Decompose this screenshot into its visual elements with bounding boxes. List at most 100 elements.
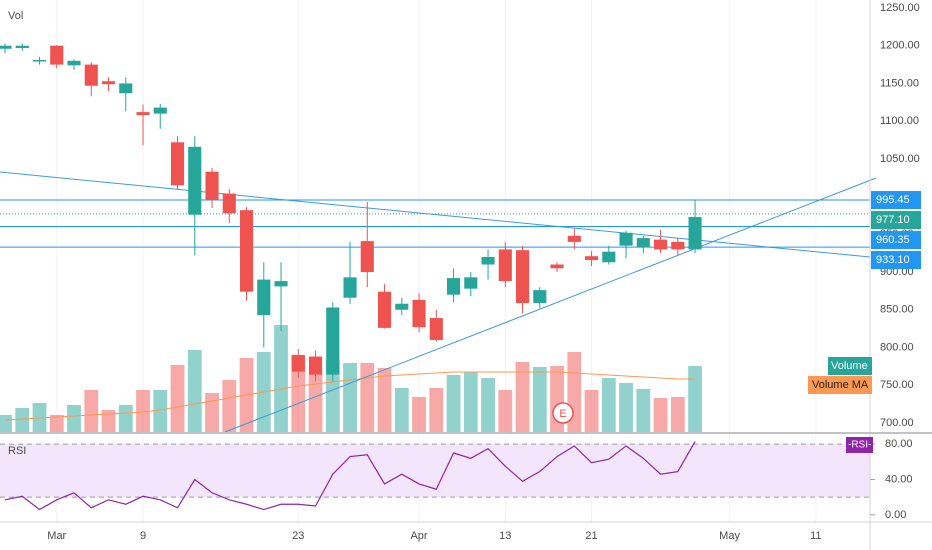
candle-body <box>498 249 512 282</box>
level-label-box <box>871 191 921 210</box>
candle-body <box>257 279 271 316</box>
candle-body <box>101 81 116 85</box>
rsi-tick-label: 40.00 <box>885 473 913 485</box>
volume-bar <box>15 408 30 432</box>
volume-bar <box>222 380 237 432</box>
x-tick-label: 9 <box>140 530 146 542</box>
candle-body <box>429 318 443 340</box>
volume-bar <box>412 397 426 432</box>
candle-body <box>326 307 340 375</box>
trend-line <box>224 177 877 433</box>
volume-bar <box>205 393 219 432</box>
rsi-tick-label: 0.00 <box>885 509 906 521</box>
volume-bar <box>601 378 616 432</box>
candle-body <box>205 171 219 200</box>
candle-body <box>446 278 461 295</box>
volume-bar <box>670 397 685 432</box>
candle-body <box>153 107 167 114</box>
volume-bar <box>481 378 495 432</box>
x-tick-label: 23 <box>292 530 304 542</box>
volume-bar <box>308 372 323 432</box>
volume-bar <box>325 360 340 432</box>
candle-body <box>377 291 392 328</box>
candle-body <box>412 299 426 328</box>
volume-bar <box>136 390 150 432</box>
candle-body <box>464 277 478 289</box>
trend-line <box>0 171 871 258</box>
trend-lines <box>0 171 877 433</box>
volume-bar <box>187 350 202 432</box>
x-tick-label: May <box>719 530 740 542</box>
volume-bar <box>688 366 702 432</box>
pane-label: Vol <box>8 10 23 22</box>
volume-bar <box>67 405 81 432</box>
volume-bar <box>101 410 116 432</box>
candle-body <box>533 290 547 303</box>
x-tick-label: Apr <box>410 530 427 542</box>
earnings-label: E <box>559 408 566 420</box>
candle-body <box>136 112 150 116</box>
volume-bar <box>636 389 651 432</box>
volume-bar <box>532 367 547 432</box>
candle-body <box>0 45 12 49</box>
candle-body <box>688 216 702 250</box>
volume-bar <box>153 390 168 432</box>
level-label-box <box>871 231 921 250</box>
rsi-pane <box>0 441 875 516</box>
candle-body <box>395 303 409 310</box>
earnings-marker <box>552 402 574 424</box>
candle-body <box>308 356 323 375</box>
volume-bar <box>463 372 478 432</box>
y-tick-label: 700.00 <box>880 417 914 429</box>
candle-body <box>585 256 599 260</box>
y-tick-label: 1150.00 <box>880 77 919 89</box>
y-tick-label: 1100.00 <box>880 115 919 127</box>
y-tick-label: 750.00 <box>880 379 914 391</box>
volume-bar <box>170 365 185 432</box>
volume-bar <box>0 415 12 432</box>
levels <box>0 199 870 248</box>
candle-body <box>567 235 581 242</box>
labels: 1250.001200.001150.001100.001050.001000.… <box>47 2 921 542</box>
candle-body <box>636 238 650 248</box>
level-label-box <box>871 211 921 230</box>
candle-body <box>360 241 374 273</box>
level-label: 995.45 <box>876 194 910 206</box>
volume-bar <box>653 398 668 432</box>
volume-bar <box>429 388 444 432</box>
candles <box>0 43 702 382</box>
rsi-line <box>4 441 696 511</box>
y-tick-label: 1200.00 <box>880 40 920 52</box>
volume-bar <box>291 355 306 432</box>
rsi-label: RSI <box>8 445 26 457</box>
volume-bar <box>446 375 461 432</box>
candle-body <box>481 256 495 265</box>
volume-pane: E <box>0 325 702 432</box>
level-label: 933.10 <box>876 254 910 266</box>
rsi-legend: -RSI- <box>848 440 871 451</box>
volume-bar <box>619 383 633 432</box>
candle-body <box>550 264 564 269</box>
rsi-legend-box <box>846 437 873 453</box>
volume-bar <box>118 405 133 432</box>
candle-body <box>67 60 81 66</box>
candle-body <box>619 232 633 246</box>
level-label: 977.10 <box>876 214 910 226</box>
candle-body <box>84 64 98 86</box>
volume-ma-line <box>4 371 696 421</box>
volume-legend-box <box>828 357 872 375</box>
volume-ma-legend: Volume MA <box>812 379 869 391</box>
candle-body <box>671 241 685 250</box>
level-label: 960.35 <box>876 234 910 246</box>
candle-body <box>239 210 254 292</box>
volume-bar <box>377 368 392 432</box>
x-tick-label: 21 <box>585 530 597 542</box>
volume-ma-legend-box <box>808 376 872 394</box>
candle-body <box>119 83 133 94</box>
candle-body <box>343 277 357 298</box>
x-tick-label: 11 <box>810 530 821 542</box>
volume-legend: Volume <box>831 360 868 372</box>
volume-bar <box>49 415 64 432</box>
volume-bar <box>84 390 99 432</box>
